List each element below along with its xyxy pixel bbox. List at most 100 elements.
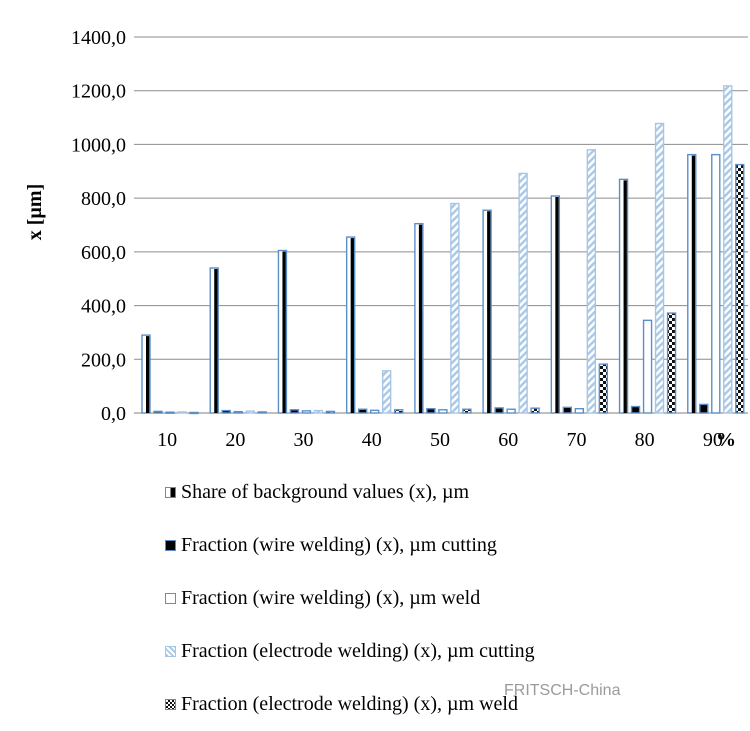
bar-rect bbox=[574, 408, 585, 414]
bar bbox=[277, 249, 288, 414]
bar bbox=[598, 363, 609, 414]
x-tick-label: 90 bbox=[703, 429, 723, 451]
bar-rect bbox=[666, 312, 677, 414]
x-tick-label: 20 bbox=[225, 429, 245, 451]
bar-rect bbox=[153, 410, 163, 414]
watermark-text: FRITSCH-China bbox=[504, 682, 621, 699]
bar bbox=[699, 403, 709, 414]
bar-rect bbox=[381, 370, 392, 414]
watermark: FRITSCH-China bbox=[504, 682, 620, 700]
bar bbox=[450, 202, 460, 414]
y-tick-label: 1400,0 bbox=[71, 27, 126, 49]
x-tick-label: 10 bbox=[157, 429, 177, 451]
x-axis-unit-label: % bbox=[716, 429, 736, 451]
bar-dark-half bbox=[555, 196, 559, 413]
bar bbox=[518, 172, 528, 414]
bar-rect bbox=[462, 408, 472, 414]
bar bbox=[245, 410, 255, 414]
y-tick-label: 400,0 bbox=[81, 296, 126, 318]
bar bbox=[530, 407, 540, 414]
bar bbox=[141, 334, 151, 414]
bar bbox=[345, 236, 356, 414]
legend-item: Fraction (wire welding) (x), µm cutting bbox=[165, 519, 535, 572]
bar-rect bbox=[723, 85, 733, 414]
bar-rect bbox=[233, 410, 243, 414]
bar bbox=[414, 222, 424, 414]
legend-label: Fraction (wire welding) (x), µm cutting bbox=[181, 534, 497, 556]
x-tick-label: 30 bbox=[294, 429, 314, 451]
bar bbox=[723, 85, 733, 414]
bar bbox=[642, 319, 653, 414]
bar bbox=[574, 408, 585, 414]
bar-rect bbox=[221, 409, 231, 414]
bar-rect bbox=[245, 410, 255, 414]
bar bbox=[325, 410, 336, 414]
bar-rect bbox=[289, 409, 300, 414]
bar-dark-half bbox=[487, 211, 491, 413]
bar bbox=[369, 409, 380, 414]
y-tick-label: 0,0 bbox=[101, 403, 126, 425]
bar-rect bbox=[438, 409, 448, 414]
bar bbox=[666, 312, 677, 414]
bar bbox=[438, 409, 448, 414]
bar-rect bbox=[450, 202, 460, 414]
legend-item: Fraction (electrode welding) (x), µm cut… bbox=[165, 625, 535, 678]
y-tick-label: 1000,0 bbox=[71, 134, 126, 156]
bar-dark-half bbox=[350, 238, 354, 413]
bar bbox=[482, 209, 492, 414]
bar-dark-half bbox=[418, 224, 423, 413]
bar-rect bbox=[530, 407, 540, 414]
bar bbox=[711, 153, 721, 414]
bar-rect bbox=[586, 149, 597, 414]
x-tick-label: 50 bbox=[430, 429, 450, 451]
bar-rect bbox=[494, 407, 504, 414]
legend-swatch bbox=[165, 540, 176, 551]
bar bbox=[189, 411, 199, 415]
bar bbox=[393, 409, 404, 414]
legend-swatch bbox=[165, 646, 176, 657]
bar bbox=[209, 267, 219, 414]
bar-dark-half bbox=[282, 251, 286, 413]
bar-dark-half bbox=[623, 180, 627, 413]
bar-rect bbox=[369, 409, 380, 414]
legend-label: Share of background values (x), µm bbox=[181, 481, 470, 503]
legend-label: Fraction (electrode welding) (x), µm wel… bbox=[181, 693, 518, 715]
bar bbox=[630, 405, 641, 414]
bar-rect bbox=[357, 408, 368, 414]
axes: x [µm] % 0,0 200,0 400,0 600,0 800,0 1000,0 12… bbox=[24, 27, 736, 451]
legend-label: Fraction (wire welding) (x), µm weld bbox=[181, 587, 481, 609]
bar-rect bbox=[506, 408, 516, 414]
x-tick-label: 40 bbox=[362, 429, 382, 451]
bar bbox=[735, 163, 745, 414]
bar-rect bbox=[518, 172, 528, 414]
bar bbox=[381, 370, 392, 414]
bar bbox=[177, 411, 187, 414]
bar bbox=[233, 410, 243, 414]
bar-rect bbox=[301, 410, 312, 414]
legend-swatch bbox=[165, 487, 176, 498]
bar-rect bbox=[426, 408, 436, 414]
legend-item: Fraction (electrode welding) (x), µm wel… bbox=[165, 678, 535, 731]
bar-rect bbox=[630, 405, 641, 414]
y-axis-title: x [µm] bbox=[24, 184, 46, 241]
bar-rect bbox=[598, 363, 609, 414]
bar bbox=[654, 122, 665, 414]
legend-item: Share of background values (x), µm bbox=[165, 466, 535, 519]
bar bbox=[687, 153, 697, 414]
bar-rect bbox=[654, 122, 665, 414]
bar bbox=[257, 411, 267, 414]
bar bbox=[313, 409, 324, 414]
bars bbox=[141, 85, 745, 415]
bar-dark-half bbox=[691, 155, 696, 414]
bar bbox=[301, 410, 312, 414]
bar bbox=[357, 408, 368, 414]
bar bbox=[618, 178, 629, 414]
bar bbox=[586, 149, 597, 414]
bar-rect bbox=[189, 411, 199, 415]
bar-rect bbox=[562, 406, 573, 414]
bar-chart: x [µm] % 0,0 200,0 400,0 600,0 800,0 1000,0 12… bbox=[24, 27, 748, 451]
bar-rect bbox=[699, 403, 709, 414]
bar bbox=[550, 195, 561, 414]
gridlines bbox=[134, 36, 748, 414]
legend: Share of background values (x), µm Fracti… bbox=[165, 466, 535, 731]
